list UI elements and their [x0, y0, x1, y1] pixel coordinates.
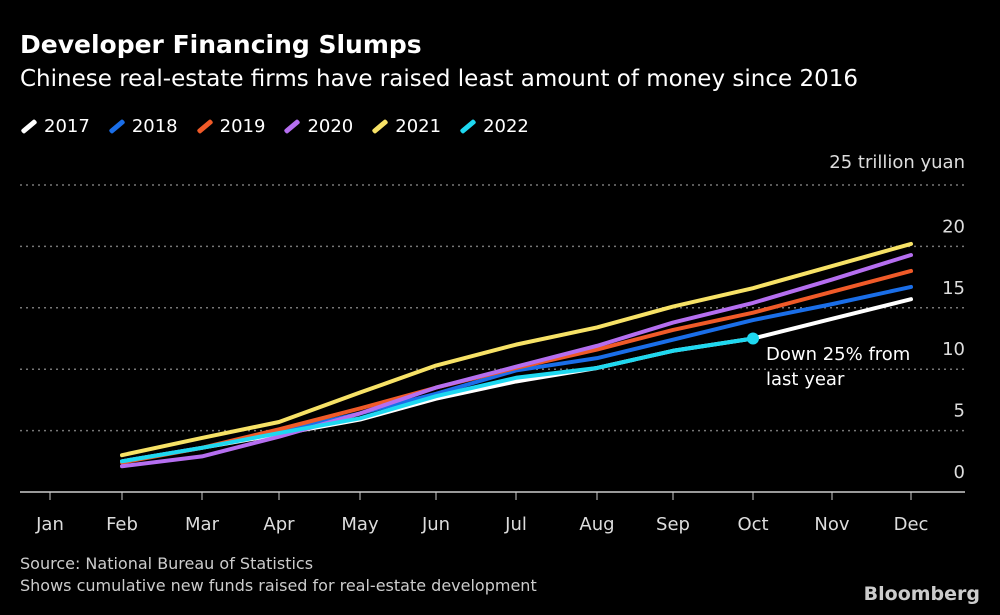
annotation-line2: last year	[766, 369, 845, 390]
legend-label: 2022	[483, 116, 529, 137]
legend-label: 2020	[307, 116, 354, 137]
legend-label: 2017	[44, 116, 90, 137]
chart-subtitle: Chinese real-estate firms have raised le…	[20, 66, 858, 92]
x-tick-label: Apr	[263, 514, 295, 535]
legend-item-2020: 2020	[283, 116, 353, 137]
y-tick-label: 10	[942, 339, 965, 360]
x-tick-label: Jun	[421, 514, 450, 535]
x-tick-label: Dec	[894, 514, 929, 535]
x-tick-label: Aug	[579, 514, 614, 535]
series-line-2021	[120, 241, 913, 458]
bloomberg-logo: Bloomberg	[863, 583, 980, 605]
annotation-line1: Down 25% from	[766, 344, 910, 365]
y-tick-label: 20	[942, 216, 965, 237]
source-note: Source: National Bureau of Statistics Sh…	[20, 553, 537, 597]
x-tick-label: Feb	[106, 514, 138, 535]
legend-item-2019: 2019	[196, 116, 266, 137]
x-tick-label: Oct	[737, 514, 768, 535]
series-line-2020	[120, 252, 913, 469]
x-tick-label: Nov	[814, 514, 849, 535]
x-tick-label: Mar	[185, 514, 220, 535]
legend-label: 2019	[219, 116, 266, 137]
legend-label: 2018	[131, 116, 178, 137]
series-line-2022	[120, 336, 755, 464]
legend-item-2018: 2018	[108, 116, 178, 137]
legend-item-2021: 2021	[371, 116, 441, 137]
y-tick-label: 0	[954, 462, 965, 483]
y-tick-label: 15	[942, 278, 965, 299]
x-tick-label: Jan	[35, 514, 64, 535]
series-end-marker-2022	[747, 332, 759, 345]
legend-label: 2021	[395, 116, 442, 137]
x-tick-label: Sep	[656, 514, 690, 535]
y-tick-label: 5	[954, 401, 965, 422]
footnote-text: Shows cumulative new funds raised for re…	[20, 576, 537, 595]
chart-title: Developer Financing Slumps	[20, 30, 422, 59]
legend-item-2017: 2017	[20, 116, 90, 137]
x-tick-label: May	[341, 514, 379, 535]
x-tick-label: Jul	[504, 514, 527, 535]
legend-item-2022: 2022	[459, 116, 529, 137]
source-text: Source: National Bureau of Statistics	[20, 554, 314, 573]
legend: 2017 2018 2019 2020 2021 2022	[20, 116, 529, 137]
y-unit-label: 25 trillion yuan	[829, 152, 965, 173]
